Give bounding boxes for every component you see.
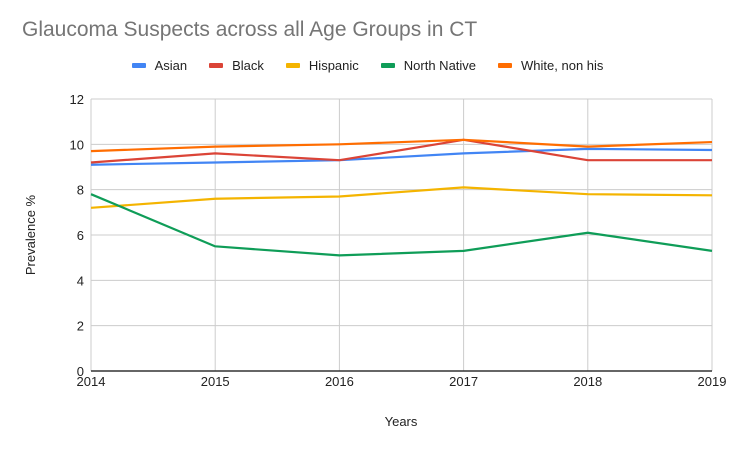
y-tick-label: 10: [70, 137, 84, 152]
y-axis-label: Prevalence %: [23, 194, 38, 275]
legend-item-black[interactable]: Black: [209, 58, 264, 73]
legend-swatch: [380, 63, 395, 68]
legend-swatch: [131, 63, 146, 68]
series-line-hispanic[interactable]: [90, 186, 713, 209]
legend-item-white-non-his[interactable]: White, non his: [498, 58, 603, 73]
legend-label: Asian: [154, 58, 188, 73]
x-tick-label: 2019: [698, 374, 727, 389]
y-tick-label: 8: [77, 183, 84, 198]
x-tick-label: 2018: [573, 374, 602, 389]
y-tick-label: 12: [70, 92, 84, 107]
series-lines: [90, 138, 713, 257]
series-line-black[interactable]: [90, 138, 712, 164]
axes: 0 2 4 6 8 10 12 2014 2015 2016 2017 2018 2019: [70, 92, 727, 389]
y-tick-label: 6: [77, 228, 84, 243]
legend-swatch: [498, 63, 513, 68]
series-line-white-non-his[interactable]: [90, 138, 713, 153]
legend-swatch: [209, 63, 224, 68]
series-line-asian[interactable]: [90, 147, 713, 166]
legend-label: White, non his: [521, 58, 604, 73]
y-tick-label: 0: [77, 364, 84, 379]
legend-item-asian[interactable]: Asian: [131, 58, 188, 73]
legend-label: Hispanic: [308, 58, 359, 73]
gridlines: [90, 98, 713, 371]
x-tick-label: 2014: [77, 374, 106, 389]
legend-swatch: [285, 63, 300, 68]
series-line-north-native[interactable]: [90, 193, 713, 257]
legend-label: North Native: [403, 58, 477, 73]
y-tick-label: 4: [77, 273, 84, 288]
x-tick-label: 2016: [325, 374, 354, 389]
y-tick-label: 2: [77, 319, 84, 334]
x-tick-label: 2017: [449, 374, 478, 389]
x-tick-label: 2015: [201, 374, 230, 389]
chart-title: Glaucoma Suspects across all Age Groups …: [22, 18, 478, 41]
legend-item-hispanic[interactable]: Hispanic: [285, 58, 359, 73]
legend-label: Black: [232, 58, 264, 73]
x-axis-label: Years: [385, 414, 418, 429]
legend: Asian Black Hispanic North Native White,…: [0, 58, 735, 73]
legend-item-north-native[interactable]: North Native: [380, 58, 477, 73]
